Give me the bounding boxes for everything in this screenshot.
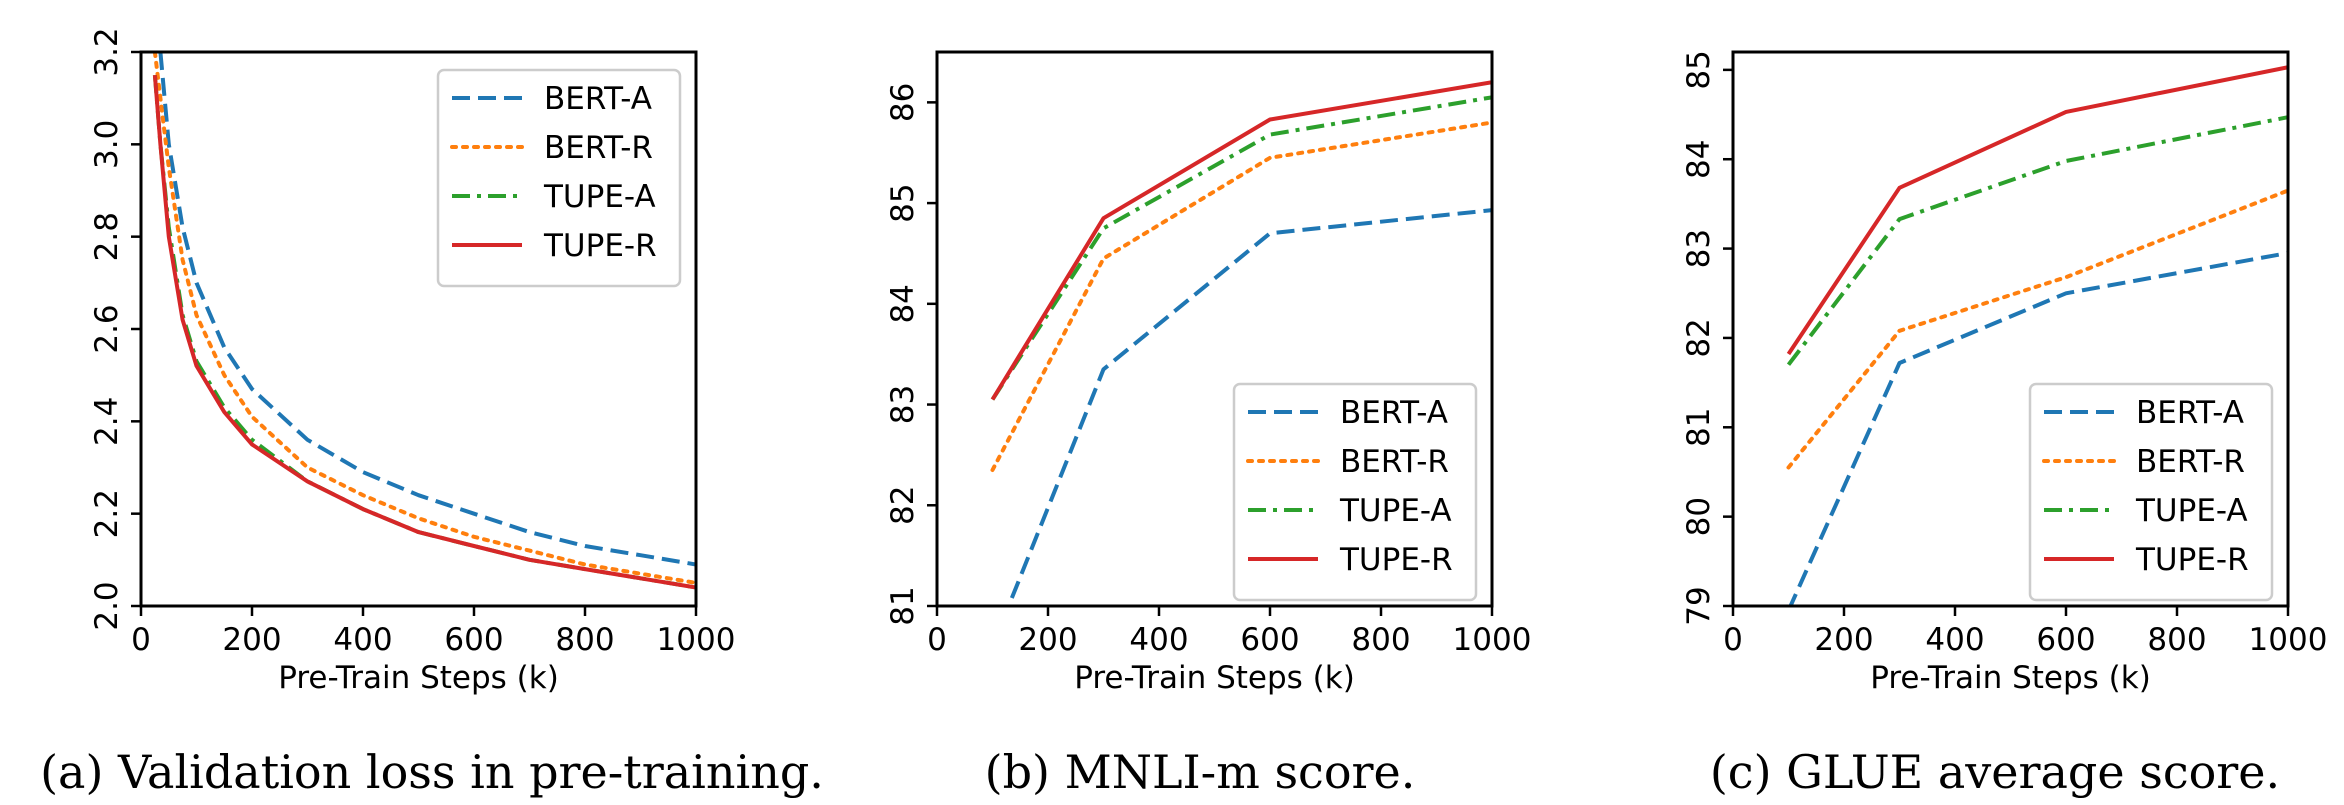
x-tick-label: 400 [1925, 622, 1984, 658]
series-line-bert-a [1006, 208, 1492, 606]
plot-frame [1731, 50, 2290, 608]
x-tick-label: 600 [2036, 622, 2095, 658]
x-tick-label: 200 [222, 622, 281, 658]
panel-caption: (b) MNLI-m score. [985, 745, 1416, 799]
x-axis-label: Pre-Train Steps (k) [278, 660, 559, 696]
legend: BERT-A BERT-R TUPE-A TUPE-R [2028, 382, 2274, 602]
legend-box [2028, 382, 2274, 602]
x-tick-label: 800 [555, 622, 614, 658]
y-tick-label: 82 [885, 486, 921, 525]
y-tick-label: 81 [1681, 408, 1717, 447]
series-line-tupe-r [1786, 65, 2288, 356]
series-line-tupe-r [990, 80, 1492, 401]
x-tick-label: 800 [2147, 622, 2206, 658]
panel-mnli-score: 0 200 400 600 800 1000 81 82 83 84 85 86 Pre-Train S… [885, 50, 1532, 799]
y-tick-label: 3.0 [89, 120, 125, 169]
legend-label: TUPE-A [1339, 493, 1452, 529]
legend-label: BERT-R [2136, 444, 2245, 480]
x-tick-label: 200 [1018, 622, 1077, 658]
legend-box [1232, 382, 1478, 602]
legend-label: TUPE-A [2135, 493, 2248, 529]
x-axis-label: Pre-Train Steps (k) [1870, 660, 2151, 696]
legend-label: TUPE-R [543, 228, 657, 264]
x-tick-label: 600 [1240, 622, 1299, 658]
panel-caption: (c) GLUE average score. [1710, 745, 2280, 799]
legend-label: TUPE-R [2135, 542, 2249, 578]
y-tick-label: 2.0 [89, 581, 125, 630]
x-tick-label: 400 [1129, 622, 1188, 658]
y-tick-label: 2.6 [89, 304, 125, 353]
panel-caption: (a) Validation loss in pre-training. [40, 745, 824, 799]
y-tick-label: 2.2 [89, 489, 125, 538]
y-tick-label: 3.2 [89, 27, 125, 76]
y-tick-label: 80 [1681, 497, 1717, 536]
panel-validation-loss: 0 200 400 600 800 1000 2.0 2.2 2.4 2.6 2.8 3.0 3.2 Pr… [40, 27, 824, 799]
y-tick-label: 85 [885, 183, 921, 222]
x-tick-label: 1000 [657, 622, 736, 658]
y-tick-label: 84 [1681, 139, 1717, 178]
y-tick-label: 85 [1681, 50, 1717, 89]
x-axis-label: Pre-Train Steps (k) [1074, 660, 1355, 696]
series-line-tupe-a [1786, 115, 2288, 366]
x-tick-label: 1000 [1453, 622, 1532, 658]
plot-frame [935, 50, 1494, 608]
x-tick-label: 0 [1723, 622, 1743, 658]
y-tick-label: 86 [885, 83, 921, 122]
y-tick-label: 83 [1681, 229, 1717, 268]
legend-label: BERT-R [1340, 444, 1449, 480]
x-tick-label: 400 [333, 622, 392, 658]
x-tick-label: 600 [444, 622, 503, 658]
series-lines [1786, 65, 2288, 606]
y-tick-label: 81 [885, 586, 921, 625]
legend-label: TUPE-R [1339, 542, 1453, 578]
legend-label: BERT-A [544, 81, 652, 117]
series-line-bert-a [1788, 251, 2288, 606]
y-tick-label: 83 [885, 385, 921, 424]
series-line-bert-r [990, 120, 1492, 472]
series-line-bert-a [158, 52, 696, 567]
x-tick-label: 0 [131, 622, 151, 658]
legend: BERT-A BERT-R TUPE-A TUPE-R [436, 68, 682, 288]
series-line-bert-r [1786, 188, 2288, 470]
series-lines [152, 52, 696, 590]
x-tick-label: 0 [927, 622, 947, 658]
x-tick-label: 200 [1814, 622, 1873, 658]
series-line-tupe-a [990, 95, 1492, 401]
x-tick-label: 1000 [2249, 622, 2328, 658]
x-tick-label: 800 [1351, 622, 1410, 658]
series-lines [990, 80, 1492, 606]
legend-box [436, 68, 682, 288]
legend-label: BERT-R [544, 130, 653, 166]
legend-label: BERT-A [1340, 395, 1448, 431]
y-tick-label: 79 [1681, 586, 1717, 625]
y-tick-label: 84 [885, 284, 921, 323]
legend-label: TUPE-A [543, 179, 656, 215]
y-tick-label: 82 [1681, 318, 1717, 357]
series-line-tupe-r [152, 74, 696, 590]
legend-label: BERT-A [2136, 395, 2244, 431]
series-line-bert-r [152, 52, 696, 585]
legend: BERT-A BERT-R TUPE-A TUPE-R [1232, 382, 1478, 602]
y-tick-label: 2.8 [89, 212, 125, 261]
panel-glue-score: 0 200 400 600 800 1000 79 80 81 82 83 84 85 Pre-Train… [1681, 50, 2327, 799]
y-tick-label: 2.4 [89, 397, 125, 446]
